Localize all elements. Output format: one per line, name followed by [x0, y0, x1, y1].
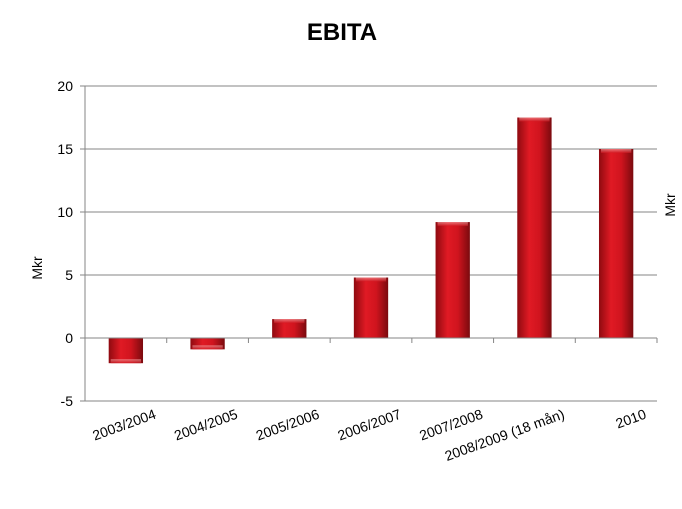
y2-axis-label: Mkr [662, 193, 678, 217]
bars [108, 117, 634, 364]
y-axis-ticks: 20 15 10 5 0 -5 [57, 78, 85, 409]
bar-highlight [355, 277, 387, 282]
x-tick-label: 2003/2004 [90, 406, 158, 444]
chart-title: EBITA [307, 19, 377, 46]
bar-highlight [600, 149, 632, 153]
y-tick-label: 10 [57, 204, 73, 220]
bar-highlight [519, 117, 550, 122]
y-tick-label: 5 [65, 267, 73, 283]
bar [190, 338, 225, 350]
bar [353, 277, 389, 338]
bar [108, 338, 144, 364]
y-tick-label: 15 [57, 141, 73, 157]
x-tick-label: 2010 [613, 406, 648, 432]
bar-highlight [192, 345, 223, 350]
bar-highlight [110, 359, 142, 364]
gridlines [85, 85, 657, 402]
x-tick-label: 2004/2005 [172, 406, 240, 444]
x-tick-label: 2006/2007 [335, 406, 403, 444]
y-tick-label: 20 [57, 78, 73, 94]
bar [272, 319, 307, 338]
bar [435, 222, 470, 338]
bar [598, 149, 634, 338]
y-tick-label: -5 [61, 393, 74, 409]
bar [517, 117, 552, 338]
bar-highlight [437, 222, 468, 227]
y-tick-label: 0 [65, 330, 73, 346]
bar-highlight [274, 319, 305, 324]
x-tick-label: 2005/2006 [254, 406, 322, 444]
y-axis-label: Mkr [29, 256, 45, 280]
